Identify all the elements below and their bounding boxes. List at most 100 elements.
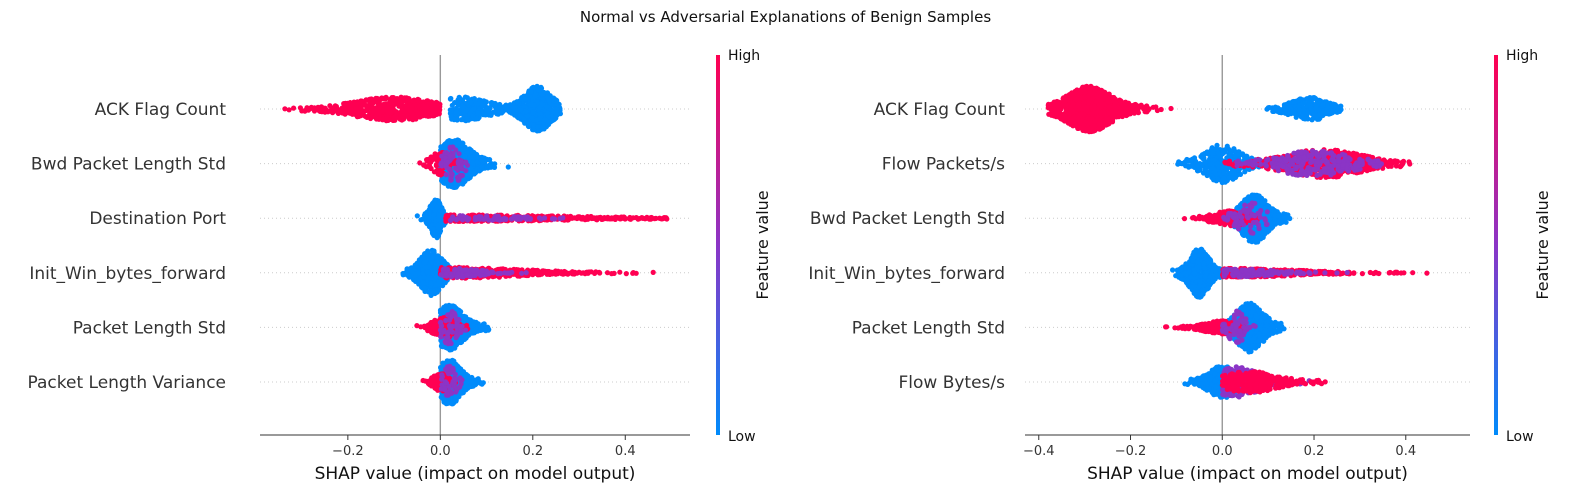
shap-point <box>618 214 624 220</box>
shap-point <box>433 375 439 382</box>
shap-point <box>549 269 555 275</box>
shap-point <box>457 384 463 390</box>
shap-point <box>609 271 615 277</box>
shap-point <box>455 316 461 322</box>
shap-point <box>538 91 545 97</box>
shap-point <box>514 99 520 105</box>
shap-point <box>530 84 536 91</box>
shap-point <box>401 116 407 122</box>
shap-point <box>460 140 466 146</box>
shap-point <box>458 117 464 123</box>
shap-point <box>510 104 516 110</box>
shap-point <box>433 262 439 268</box>
feature-label: Packet Length Std <box>852 318 1005 338</box>
shap-point <box>434 256 440 262</box>
shap-point <box>447 363 453 369</box>
shap-point <box>349 111 356 117</box>
shap-point <box>560 215 566 221</box>
shap-point <box>518 107 524 113</box>
shap-point <box>423 264 429 270</box>
shap-point <box>369 114 375 120</box>
shap-point <box>432 208 438 214</box>
shap-point <box>491 164 498 170</box>
shap-point <box>485 271 491 277</box>
shap-point <box>465 373 471 379</box>
x-tick-label: 0.4 <box>615 444 636 459</box>
shap-point <box>588 269 594 275</box>
shap-point <box>492 103 498 109</box>
shap-point <box>528 89 534 95</box>
shap-point <box>498 270 504 276</box>
shap-point <box>393 99 399 105</box>
shap-point <box>416 98 422 104</box>
shap-point <box>286 107 292 113</box>
shap-point <box>436 279 442 285</box>
shap-point <box>630 270 636 276</box>
shap-point <box>539 101 545 107</box>
shap-point <box>413 116 419 122</box>
shap-point <box>413 278 419 284</box>
shap-point <box>448 171 454 177</box>
shap-point <box>523 270 529 276</box>
shap-point <box>576 214 583 220</box>
shap-point <box>443 340 449 346</box>
shap-point <box>429 247 435 253</box>
shap-point <box>441 329 447 335</box>
shap-point <box>536 215 543 221</box>
shap-point <box>479 164 485 170</box>
shap-point <box>400 107 406 114</box>
shap-point <box>523 108 529 115</box>
shap-point <box>429 157 435 163</box>
shap-point <box>425 253 431 259</box>
shap-point <box>542 117 548 123</box>
shap-point <box>424 269 431 275</box>
shap-point <box>448 95 454 102</box>
shap-point <box>388 110 394 116</box>
shap-point <box>468 147 474 153</box>
shap-point <box>428 203 434 209</box>
shap-point <box>598 215 605 221</box>
shap-point <box>443 172 449 178</box>
shap-point <box>340 110 346 116</box>
shap-point <box>511 112 518 118</box>
shap-point <box>433 110 439 116</box>
shap-point <box>438 364 444 371</box>
shap-point <box>427 113 433 119</box>
shap-point <box>442 141 448 147</box>
shap-point <box>421 285 428 291</box>
shap-point <box>479 102 485 108</box>
shap-point <box>550 216 556 222</box>
shap-point <box>470 322 476 329</box>
shap-point <box>535 124 541 130</box>
shap-point <box>425 248 431 254</box>
shap-point <box>414 213 420 219</box>
shap-point <box>449 273 455 280</box>
shap-point <box>531 102 537 108</box>
shap-point <box>421 259 427 266</box>
colorbar-low-label: Low <box>728 429 756 445</box>
shap-point <box>426 275 432 281</box>
shap-point <box>435 101 441 107</box>
shap-point <box>522 96 528 102</box>
shap-point <box>527 216 534 222</box>
shap-point <box>439 376 445 382</box>
shap-point <box>448 313 454 319</box>
shap-point <box>456 95 463 101</box>
shap-point <box>436 200 443 206</box>
shap-point <box>427 164 433 170</box>
shap-point <box>521 214 527 220</box>
shap-point <box>431 169 437 175</box>
shap-point <box>457 375 463 381</box>
shap-point <box>447 144 453 150</box>
shap-point <box>623 271 629 277</box>
shap-point <box>377 103 384 109</box>
shap-point <box>430 255 436 261</box>
shap-point <box>282 106 288 112</box>
shap-point <box>369 109 375 116</box>
shap-point <box>647 215 653 221</box>
shap-point <box>458 329 464 335</box>
shap-point <box>354 101 360 107</box>
shap-point <box>482 112 489 118</box>
